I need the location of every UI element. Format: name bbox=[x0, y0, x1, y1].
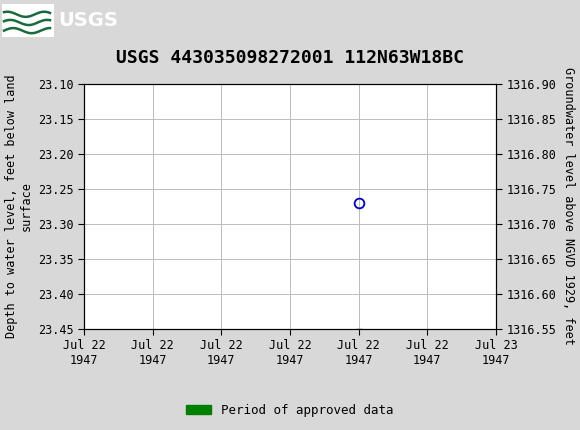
Bar bbox=[2, 4, 54, 37]
Legend: Period of approved data: Period of approved data bbox=[181, 399, 399, 421]
Y-axis label: Depth to water level, feet below land
surface: Depth to water level, feet below land su… bbox=[5, 74, 32, 338]
Text: USGS 443035098272001 112N63W18BC: USGS 443035098272001 112N63W18BC bbox=[116, 49, 464, 67]
Y-axis label: Groundwater level above NGVD 1929, feet: Groundwater level above NGVD 1929, feet bbox=[562, 68, 575, 345]
Text: USGS: USGS bbox=[58, 11, 118, 30]
